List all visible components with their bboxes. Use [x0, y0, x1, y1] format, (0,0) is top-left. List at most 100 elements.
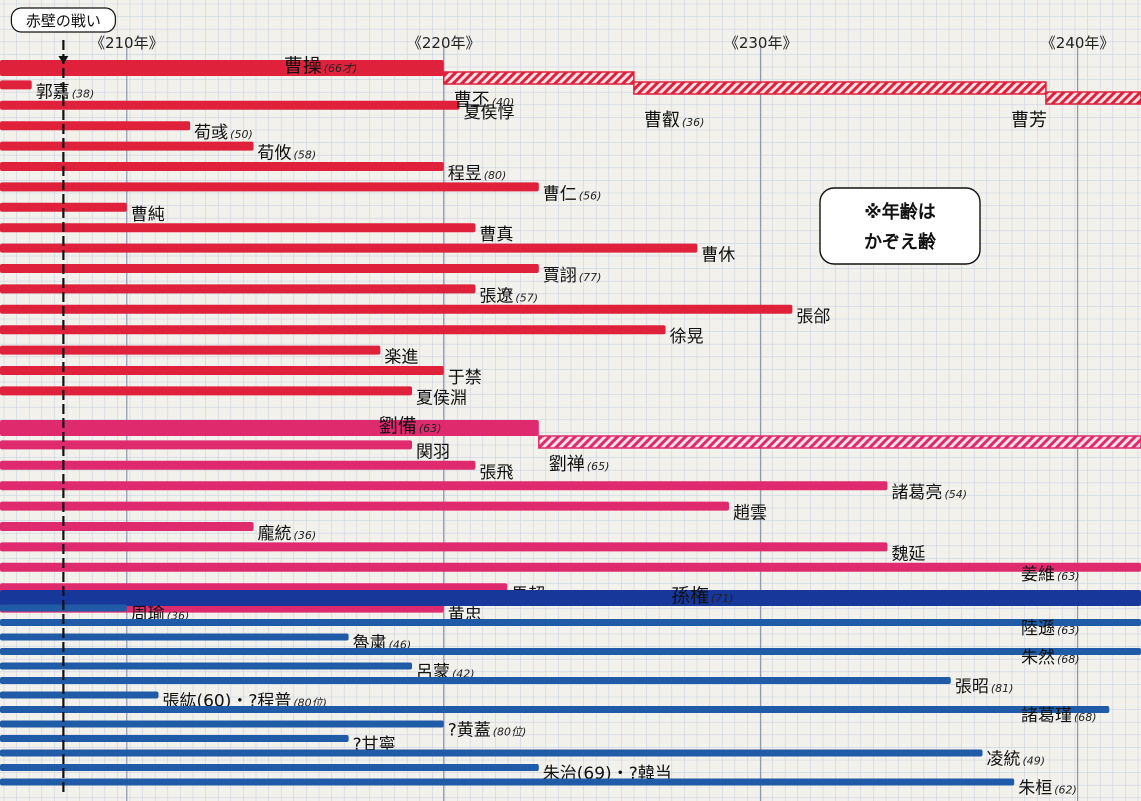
label-荀彧: 荀彧 (50)	[194, 123, 253, 143]
bar-姜維	[0, 562, 1141, 572]
name: 龐統	[258, 524, 292, 544]
name: 夏侯淵	[416, 388, 467, 408]
label-曹真: 曹真	[479, 225, 513, 245]
name: 曹叡	[644, 110, 680, 131]
bar-龐統	[0, 522, 254, 531]
age: (56)	[579, 189, 602, 202]
bar-楽進	[0, 345, 381, 355]
label-陸遜: 陸遜 (63)	[1021, 619, 1080, 639]
label-劉備: 劉備 (63)	[379, 415, 442, 437]
label-張郃: 張郃	[796, 307, 830, 327]
name: 曹仁	[543, 184, 577, 204]
bar-朱然	[0, 648, 1141, 655]
bar-賈詡	[0, 264, 539, 273]
name: 朱然	[1021, 648, 1055, 668]
note-box	[819, 187, 981, 265]
successor-label-曹丕: 曹丕 (40)	[454, 90, 515, 111]
age: (54)	[944, 488, 967, 501]
name: 劉禅	[549, 454, 585, 475]
successor-bar-曹叡	[633, 81, 1047, 95]
bar-曹純	[0, 202, 127, 212]
label-趙雲: 趙雲	[733, 504, 767, 524]
label-朱然: 朱然 (68)	[1021, 648, 1080, 668]
bar-曹休	[0, 243, 698, 253]
name: 朱桓	[1018, 779, 1052, 799]
bar-朱桓	[0, 778, 1015, 786]
bar-荀彧	[0, 121, 191, 131]
year-tick-label: 《220年》	[407, 34, 481, 52]
bar-張昭	[0, 677, 951, 684]
event-box	[10, 7, 116, 33]
name: 夏侯惇	[464, 103, 515, 123]
year-tick-label: 《240年》	[1041, 34, 1115, 52]
age: (63)	[419, 422, 442, 435]
successor-bar-曹丕	[442, 71, 635, 85]
age: (36)	[682, 116, 705, 129]
bar-張紘(60)・?程普	[0, 691, 159, 699]
bar-于禁	[0, 366, 444, 375]
age: (63)	[1057, 570, 1080, 583]
label-曹操: 曹操 (66才)	[284, 55, 358, 77]
bar-諸葛瑾	[0, 706, 1110, 713]
label-荀攸: 荀攸 (58)	[258, 144, 317, 164]
bar-朱治(69)・?韓当	[0, 764, 539, 771]
label-徐晃: 徐晃	[670, 327, 704, 347]
name: 于禁	[448, 368, 482, 388]
label-諸葛亮: 諸葛亮 (54)	[891, 483, 967, 503]
label-張遼: 張遼 (57)	[479, 286, 538, 306]
bar-孫権	[0, 590, 1141, 606]
label-関羽: 関羽	[416, 442, 450, 462]
label-賈詡: 賈詡 (77)	[543, 266, 602, 286]
age: (71)	[711, 592, 734, 605]
age: (62)	[1054, 784, 1077, 797]
label-郭嘉: 郭嘉 (38)	[36, 82, 95, 102]
name: 曹純	[131, 205, 165, 225]
age: (63)	[1057, 624, 1080, 637]
label-于禁: 于禁	[448, 368, 482, 388]
bar-張郃	[0, 304, 793, 314]
successor-label-曹芳: 曹芳	[1011, 110, 1047, 131]
year-tick-label: 《210年》	[90, 34, 164, 52]
name: 曹操	[284, 55, 322, 77]
bar-諸葛亮	[0, 481, 888, 491]
name: 郭嘉	[36, 82, 70, 102]
bar-夏侯淵	[0, 386, 413, 396]
bar-曹真	[0, 223, 476, 233]
name: 凌統	[987, 750, 1021, 770]
label-程昱: 程昱 (80)	[448, 164, 507, 184]
label-張飛: 張飛	[479, 463, 513, 483]
successor-bar-劉禅	[538, 435, 1141, 449]
label-朱桓: 朱桓 (62)	[1018, 779, 1077, 799]
bar-関羽	[0, 440, 413, 450]
year-tick-label: 《230年》	[724, 34, 798, 52]
age: (68)	[1074, 711, 1097, 724]
name: 張遼	[479, 286, 513, 306]
name: 荀攸	[258, 144, 292, 164]
name: 関羽	[416, 442, 450, 462]
successor-label-劉禅: 劉禅 (65)	[549, 454, 610, 475]
age: (65)	[587, 460, 610, 473]
label-?黄蓋: ?黄蓋 (80位)	[448, 721, 527, 741]
name: 曹休	[701, 246, 735, 266]
name: 張昭	[955, 677, 989, 697]
bar-夏侯惇	[0, 100, 460, 110]
bar-程昱	[0, 162, 444, 171]
age: (57)	[515, 291, 538, 304]
name: 諸葛亮	[891, 483, 942, 503]
successor-label-曹叡: 曹叡 (36)	[644, 110, 705, 131]
bar-?甘寧	[0, 735, 349, 742]
name: 楽進	[384, 348, 418, 368]
label-姜維: 姜維 (63)	[1021, 565, 1080, 585]
bar-曹仁	[0, 182, 539, 192]
age: (36)	[294, 529, 317, 542]
label-楽進: 楽進	[384, 348, 418, 368]
name: 趙雲	[733, 504, 767, 524]
name: 張郃	[796, 307, 830, 327]
name: 姜維	[1021, 565, 1055, 585]
bar-趙雲	[0, 501, 729, 511]
bar-張飛	[0, 460, 476, 470]
bar-曹操	[0, 60, 444, 76]
name: 陸遜	[1021, 619, 1055, 639]
